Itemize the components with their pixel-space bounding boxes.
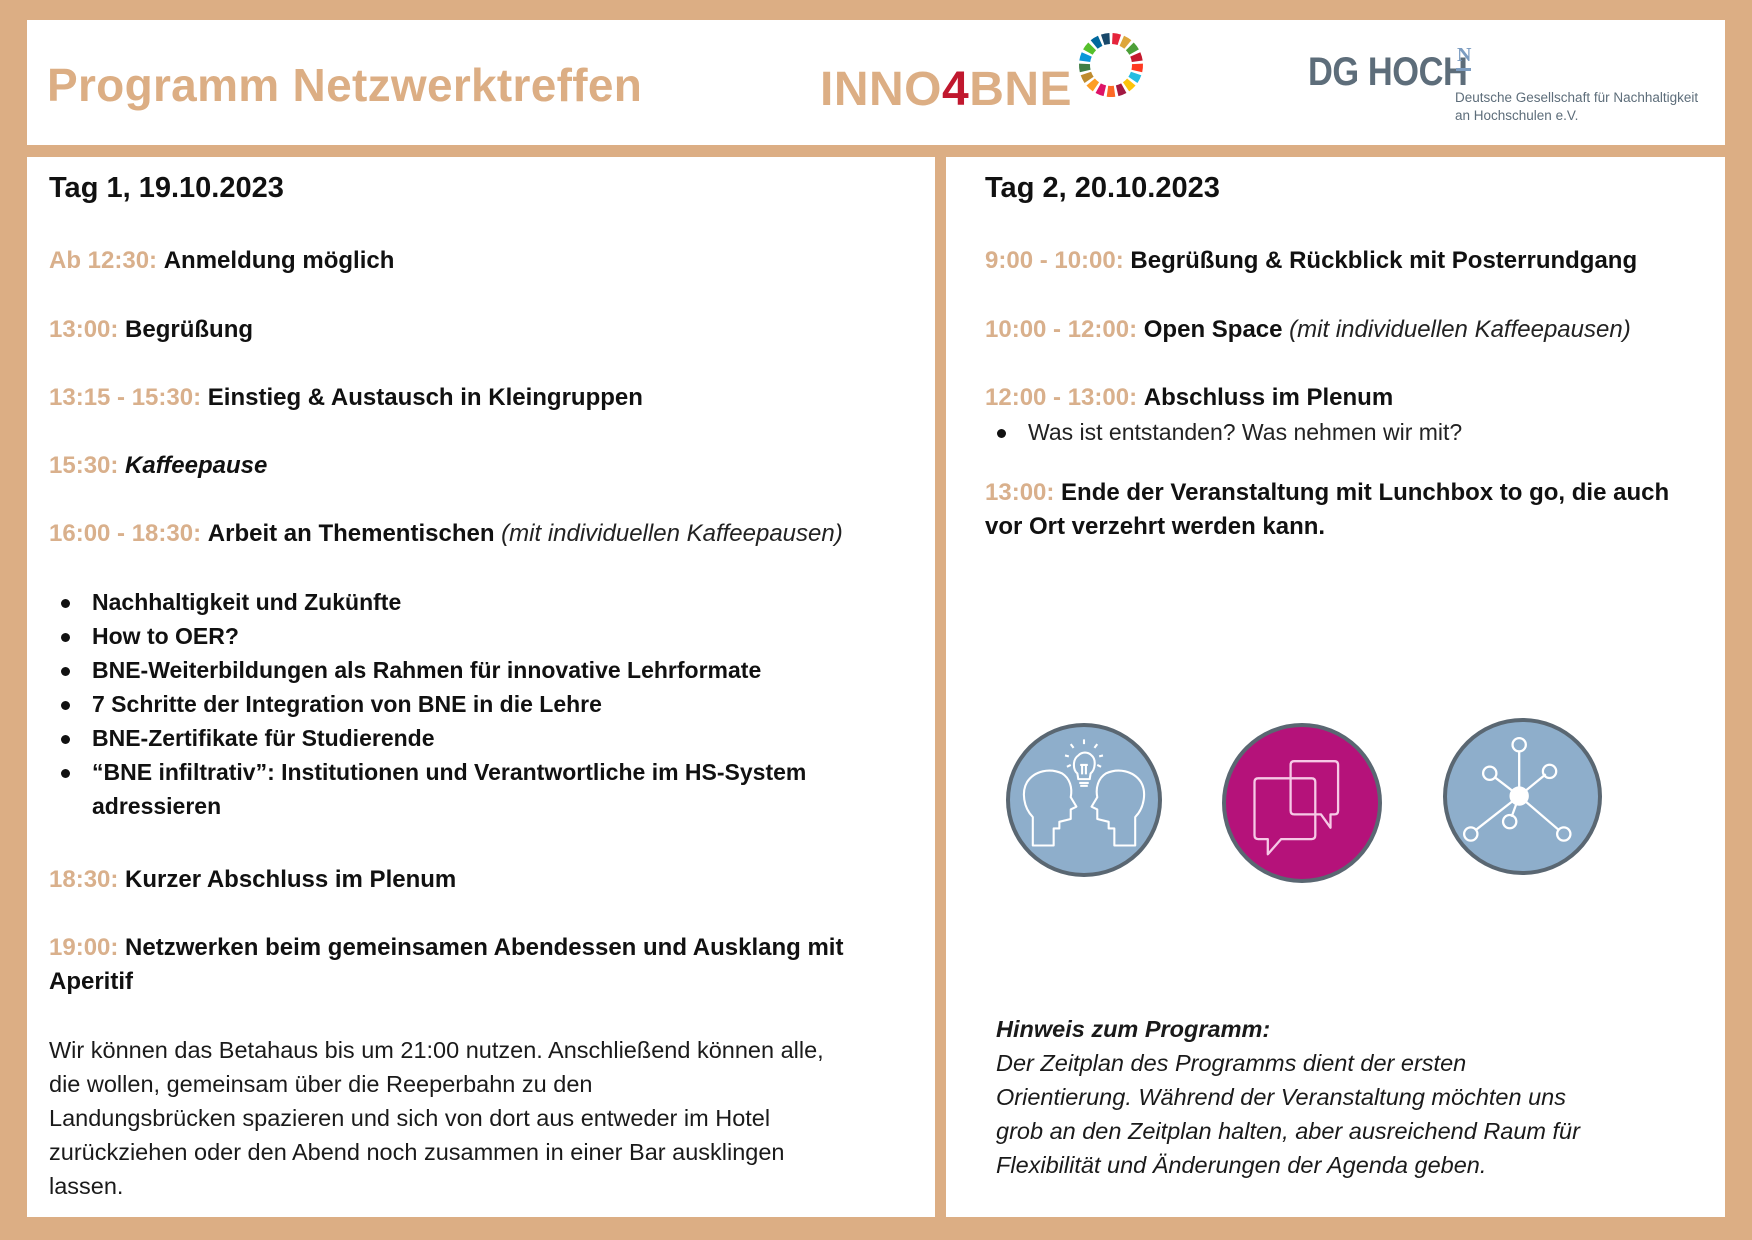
list-item-continuation: adressieren (49, 789, 806, 823)
list-item: BNE-Zertifikate für Studierende (49, 721, 806, 755)
paragraph-line: Landungsbrücken spazieren und sich von d… (49, 1105, 771, 1131)
program-note-line: Der Zeitplan des Programms dient der ers… (996, 1050, 1467, 1076)
dg-hoch-logo-main: DG HOCH (1308, 50, 1468, 94)
entry-time: 10:00 - 12:00: (985, 316, 1138, 343)
dg-hoch-logo: DG HOCH N Deutsche Gesellschaft für Nach… (1308, 42, 1728, 125)
schedule-entry: 13:00: Ende der Veranstaltung mit Lunchb… (985, 476, 1669, 544)
topic-label: 7 Schritte der Integration von BNE in di… (92, 691, 602, 717)
entry-time: 18:30: (49, 866, 119, 893)
schedule-entry: 10:00 - 12:00: Open Space (mit individue… (985, 313, 1631, 347)
dg-hoch-subtitle-line1: Deutsche Gesellschaft für Nachhaltigkeit (1455, 90, 1699, 105)
program-note-line: grob an den Zeitplan halten, aber ausrei… (996, 1118, 1580, 1144)
list-item: Was ist entstanden? Was nehmen wir mit? (985, 415, 1462, 449)
entry-activity: Begrüßung (125, 316, 254, 343)
bullet-icon (61, 667, 70, 676)
entry-time: 9:00 - 10:00: (985, 247, 1124, 274)
entry-time: 13:15 - 15:30: (49, 384, 202, 411)
sdg-wheel-icon (1079, 33, 1143, 98)
list-item: BNE-Weiterbildungen als Rahmen für innov… (49, 653, 806, 687)
inno4bne-logo-prefix: INNO (820, 63, 942, 116)
sub-bullet-list: Was ist entstanden? Was nehmen wir mit? (985, 415, 1462, 449)
bullet-icon (61, 599, 70, 608)
entry-note: (mit individuellen Kaffeepausen) (1289, 316, 1631, 343)
entry-time: 13:00: (985, 479, 1055, 506)
schedule-entry: 16:00 - 18:30: Arbeit an Thementischen (… (49, 517, 843, 551)
paragraph-line: lassen. (49, 1173, 124, 1199)
entry-activity: Kaffeepause (125, 452, 268, 479)
entry-activity: Begrüßung & Rückblick mit Posterrundgang (1130, 247, 1638, 274)
entry-time: 16:00 - 18:30: (49, 520, 202, 547)
entry-time: 15:30: (49, 452, 119, 479)
dg-hoch-subtitle-line2: an Hochschulen e.V. (1455, 108, 1579, 123)
topic-label: BNE-Zertifikate für Studierende (92, 725, 435, 751)
entry-activity: Kurzer Abschluss im Plenum (125, 866, 457, 893)
entry-activity: Anmeldung möglich (163, 247, 395, 274)
schedule-entry: 15:30: Kaffeepause (49, 449, 267, 483)
topic-label: Nachhaltigkeit und Zukünfte (92, 589, 402, 615)
schedule-entry: 13:00: Begrüßung (49, 313, 253, 347)
program-note-line: Orientierung. Während der Veranstaltung … (996, 1084, 1566, 1110)
list-item: Nachhaltigkeit und Zukünfte (49, 585, 806, 619)
program-note-line: Flexibilität und Änderungen der Agenda g… (996, 1152, 1487, 1178)
header-panel: Programm Netzwerktreffen INNO4BNE DG HOC… (27, 20, 1725, 145)
page-title: Programm Netzwerktreffen (47, 59, 643, 111)
entry-activity-continuation: Aperitif (49, 968, 133, 995)
bullet-icon (61, 735, 70, 744)
network-icon (1443, 718, 1602, 875)
entry-activity: Arbeit an Thementischen (207, 520, 495, 547)
entry-activity: Open Space (1143, 316, 1283, 343)
entry-activity: Abschluss im Plenum (1143, 384, 1394, 411)
entry-activity: Netzwerken beim gemeinsamen Abendessen u… (125, 934, 844, 961)
inno4bne-logo-suffix: BNE (969, 63, 1073, 116)
dg-hoch-logo-underline (1456, 68, 1471, 71)
schedule-entry: Ab 12:30: Anmeldung möglich (49, 244, 394, 278)
heads-lightbulb-icon (1006, 723, 1162, 877)
topic-label: How to OER? (92, 623, 239, 649)
entry-activity: Einstieg & Austausch in Kleingruppen (207, 384, 643, 411)
day2-title: Tag 2, 20.10.2023 (985, 172, 1220, 204)
inno4bne-logo-accent: 4 (942, 63, 970, 116)
dg-hoch-logo-superscript: N (1457, 44, 1472, 66)
day1-panel: Tag 1, 19.10.2023 Ab 12:30: Anmeldung mö… (27, 157, 935, 1217)
entry-note: (mit individuellen Kaffeepausen) (501, 520, 843, 547)
entry-time: 19:00: (49, 934, 119, 961)
schedule-entry: 19:00: Netzwerken beim gemeinsamen Abend… (49, 931, 843, 999)
paragraph-line: die wollen, gemeinsam über die Reeperbah… (49, 1071, 593, 1097)
closing-paragraph: Wir können das Betahaus bis um 21:00 nut… (49, 1033, 824, 1203)
paragraph-line: zurückziehen oder den Abend noch zusamme… (49, 1139, 785, 1165)
sub-bullet-label: Was ist entstanden? Was nehmen wir mit? (1028, 419, 1463, 445)
list-item: 7 Schritte der Integration von BNE in di… (49, 687, 806, 721)
schedule-entry: 9:00 - 10:00: Begrüßung & Rückblick mit … (985, 244, 1637, 278)
program-note-title: Hinweis zum Programm: (996, 1016, 1271, 1042)
schedule-entry: 12:00 - 13:00: Abschluss im Plenum (985, 381, 1393, 415)
list-item: “BNE infiltrativ”: Institutionen und Ver… (49, 755, 806, 789)
bullet-icon (61, 633, 70, 642)
list-item: How to OER? (49, 619, 806, 653)
inno4bne-logo: INNO4BNE (820, 62, 1072, 117)
entry-time: Ab 12:30: (49, 247, 158, 274)
program-note: Hinweis zum Programm: Der Zeitplan des P… (996, 1012, 1580, 1182)
day2-panel: Tag 2, 20.10.2023 9:00 - 10:00: Begrüßun… (946, 157, 1725, 1217)
speech-bubbles-icon (1222, 723, 1382, 883)
topic-label: adressieren (92, 793, 222, 819)
paragraph-line: Wir können das Betahaus bis um 21:00 nut… (49, 1037, 824, 1063)
entry-time: 12:00 - 13:00: (985, 384, 1138, 411)
topic-label: BNE-Weiterbildungen als Rahmen für innov… (92, 657, 762, 683)
topic-list: Nachhaltigkeit und Zukünfte How to OER? … (49, 585, 806, 823)
bullet-icon (61, 769, 70, 778)
entry-activity-continuation: vor Ort verzehrt werden kann. (985, 513, 1326, 540)
schedule-entry: 18:30: Kurzer Abschluss im Plenum (49, 863, 456, 897)
entry-activity: Ende der Veranstaltung mit Lunchbox to g… (1061, 479, 1670, 506)
bullet-icon (61, 701, 70, 710)
dg-hoch-logo-subtitle: Deutsche Gesellschaft für Nachhaltigkeit… (1455, 89, 1698, 125)
bullet-icon (997, 429, 1006, 438)
day1-title: Tag 1, 19.10.2023 (49, 172, 284, 204)
entry-time: 13:00: (49, 316, 119, 343)
topic-label: “BNE infiltrativ”: Institutionen und Ver… (92, 759, 807, 785)
schedule-entry: 13:15 - 15:30: Einstieg & Austausch in K… (49, 381, 643, 415)
